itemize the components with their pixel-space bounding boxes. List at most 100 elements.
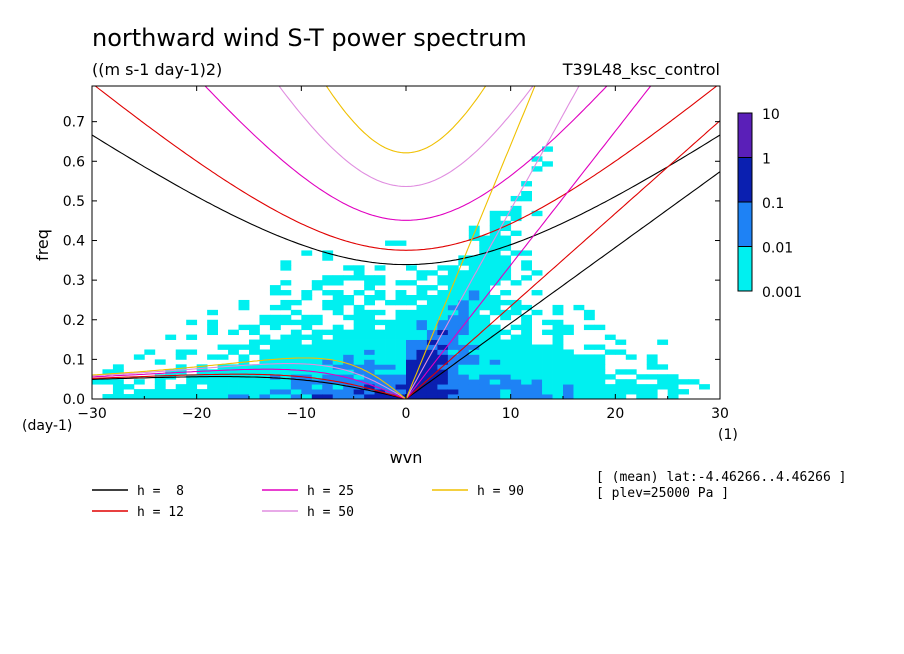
power-cell [395, 379, 407, 385]
power-cell [301, 369, 313, 375]
power-cell [353, 329, 365, 336]
power-cell [269, 354, 281, 360]
power-cell [594, 344, 606, 350]
y-tick-label: 0.5 [63, 194, 85, 210]
power-cell [426, 324, 438, 331]
power-cell [521, 349, 532, 355]
power-cell [311, 394, 323, 399]
power-cell [458, 364, 470, 370]
power-cell [332, 280, 344, 286]
power-cell [186, 379, 198, 385]
power-cell [426, 334, 438, 340]
colorbar-label: 0.1 [762, 196, 784, 212]
power-cell [437, 324, 449, 331]
power-cell [458, 324, 470, 331]
power-cell [406, 374, 417, 380]
power-cell [594, 384, 606, 390]
power-cell [217, 389, 229, 395]
power-cell [154, 384, 166, 390]
power-cell [563, 394, 574, 399]
power-cell [269, 304, 281, 311]
power-cell [238, 304, 250, 311]
power-cell [479, 240, 491, 246]
power-cell [374, 344, 386, 350]
power-cell [395, 314, 407, 321]
power-cell [500, 260, 512, 266]
legend-label: h = 8 [137, 484, 184, 499]
power-cell [489, 364, 501, 370]
power-cell [468, 324, 480, 331]
power-cell [458, 329, 470, 336]
power-cell [207, 309, 218, 316]
power-cell [542, 364, 553, 370]
power-cell [374, 374, 386, 380]
power-cell [322, 394, 334, 399]
power-cell [374, 275, 386, 281]
power-cell [406, 394, 417, 399]
power-cell [447, 334, 459, 340]
power-cell [207, 394, 218, 399]
power-cell [563, 359, 574, 365]
power-cell [374, 334, 386, 340]
power-cell [343, 349, 355, 355]
power-cell [228, 369, 239, 375]
power-cell [447, 359, 459, 365]
power-cell [625, 384, 637, 390]
y-tick-label: 0.1 [63, 352, 85, 368]
power-cell [102, 394, 114, 399]
x-tick-label: 10 [502, 406, 520, 422]
power-cell [552, 354, 564, 360]
x-axis: −30 −20 −10 0 10 20 30 [77, 86, 729, 422]
power-cell [563, 329, 574, 336]
power-cell [542, 379, 553, 385]
power-cell [207, 329, 218, 336]
power-cell [290, 319, 302, 326]
power-cell [322, 359, 334, 365]
power-cell [447, 319, 459, 326]
power-cell [290, 339, 302, 345]
power-cell [395, 374, 407, 380]
power-cell [228, 364, 239, 370]
colorbar-label: 10 [762, 107, 780, 123]
y-tick-label: 0.2 [63, 313, 85, 329]
power-cell [207, 324, 218, 331]
power-cell [468, 334, 480, 340]
power-cell [573, 389, 585, 395]
power-cell [489, 359, 501, 365]
power-cell [510, 359, 522, 365]
power-cell [479, 384, 491, 390]
power-cell [468, 285, 480, 291]
power-cell [458, 394, 470, 399]
power-cell [395, 280, 407, 286]
power-cell [364, 369, 375, 375]
power-cell [563, 379, 574, 385]
power-cell [238, 394, 250, 399]
colorbar-label: 0.001 [762, 285, 802, 301]
power-cell [228, 394, 239, 399]
power-cell [447, 344, 459, 350]
power-cell [479, 394, 491, 399]
power-cell [364, 394, 375, 399]
power-cell [374, 359, 386, 365]
power-cell [583, 314, 595, 321]
power-cell [290, 329, 302, 336]
power-cell [521, 324, 532, 331]
power-cell [458, 260, 470, 266]
power-cell [636, 394, 648, 399]
power-cell [269, 344, 281, 350]
power-cell [280, 379, 292, 385]
colorbar-label: 1 [762, 152, 771, 168]
power-cell [500, 354, 512, 360]
power-cell [353, 369, 365, 375]
power-cell [563, 374, 574, 380]
power-cell [259, 379, 271, 385]
power-cell [426, 369, 438, 375]
power-cell [521, 181, 532, 187]
x-tick-label: −20 [182, 406, 212, 422]
power-cell [437, 275, 449, 281]
power-cell [500, 265, 512, 271]
power-cell [102, 379, 114, 385]
power-cell [112, 379, 124, 385]
legend-label: h = 90 [477, 484, 524, 499]
power-cell [290, 349, 302, 355]
